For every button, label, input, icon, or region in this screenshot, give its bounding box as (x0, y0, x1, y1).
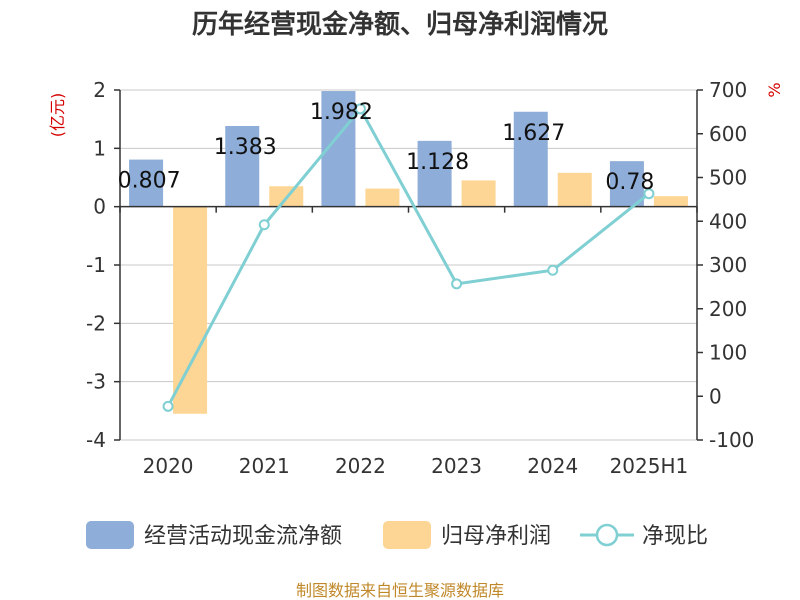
cash-flow-bar (225, 125, 260, 207)
cash-flow-data-label: 1.627 (502, 121, 565, 146)
left-axis-tick-label: -3 (86, 370, 106, 394)
right-axis-tick-label: 300 (709, 253, 747, 277)
left-axis-tick-label: -2 (86, 311, 106, 335)
axes-group: 2 1 0 -1 -2 -3 -4 700 600 500 400 300 200 100 0 -100 202… (86, 78, 754, 478)
right-axis-tick-label: 200 (709, 297, 747, 321)
x-axis-tick-label: 2022 (335, 454, 386, 478)
left-axis-tick-label: 2 (93, 78, 106, 102)
ratio-line (166, 106, 650, 408)
data-labels-group: 0.807 1.383 1.982 1.128 1.627 0.78 (118, 100, 655, 195)
right-axis-tick-label: 0 (709, 384, 722, 408)
net-profit-bar (653, 196, 688, 207)
source-note: 制图数据来自恒生聚源数据库 (296, 581, 504, 600)
chart-title: 历年经营现金净额、归母净利润情况 (192, 9, 608, 40)
cash-flow-data-label: 1.383 (214, 135, 277, 160)
cash-flow-bar (609, 161, 644, 207)
cash-flow-data-label: 0.807 (118, 169, 181, 194)
ratio-point (547, 264, 559, 276)
line-series-group (162, 103, 655, 412)
net-profit-bar (557, 172, 592, 207)
right-axis-tick-label: -100 (709, 428, 754, 452)
ratio-point (354, 103, 366, 115)
ratio-point (451, 278, 463, 290)
left-axis-tick-label: -4 (86, 428, 106, 452)
grid-lines (120, 89, 697, 441)
right-axis-tick-label: 100 (709, 341, 747, 365)
x-axis-tick-label: 2020 (143, 454, 194, 478)
cash-flow-bar (513, 111, 548, 207)
right-axis-tick-label: 600 (709, 122, 747, 146)
cash-flow-bar (129, 159, 164, 207)
x-axis-tick-label: 2023 (431, 454, 482, 478)
cash-flow-data-label: 0.78 (605, 170, 654, 195)
left-axis-tick-label: 1 (93, 136, 106, 160)
x-axis-tick-label: 2025H1 (610, 454, 689, 478)
legend-label-net-profit: 归母净利润 (441, 524, 551, 549)
net-profit-bar (461, 180, 496, 207)
legend-swatch-cash-flow (86, 521, 134, 549)
left-axis-tick-label: 0 (93, 195, 106, 219)
right-axis-tick-label: 700 (709, 78, 747, 102)
legend: 经营活动现金流净额 归母净利润 净现比 (86, 521, 708, 549)
legend-label-ratio: 净现比 (642, 524, 708, 549)
ratio-point (643, 188, 655, 200)
right-axis-unit: % (765, 82, 784, 97)
x-axis-tick-label: 2024 (527, 454, 578, 478)
cash-flow-data-label: 1.128 (406, 150, 469, 175)
legend-swatch-net-profit (383, 521, 431, 549)
left-axis-tick-label: -1 (86, 253, 106, 277)
left-axis-unit: (亿元) (48, 93, 67, 138)
right-axis-tick-label: 500 (709, 166, 747, 190)
legend-swatch-ratio-marker (595, 523, 619, 547)
ratio-point (258, 219, 270, 231)
right-axis-tick-label: 400 (709, 209, 747, 233)
cash-flow-data-label: 1.982 (310, 100, 373, 125)
x-axis-tick-label: 2021 (239, 454, 290, 478)
legend-label-cash-flow: 经营活动现金流净额 (144, 524, 342, 549)
net-profit-bar (173, 206, 208, 414)
ratio-point (162, 400, 174, 412)
bar-series-group (129, 91, 688, 414)
cash-flow-bar (417, 140, 452, 207)
net-profit-bar (365, 188, 400, 207)
